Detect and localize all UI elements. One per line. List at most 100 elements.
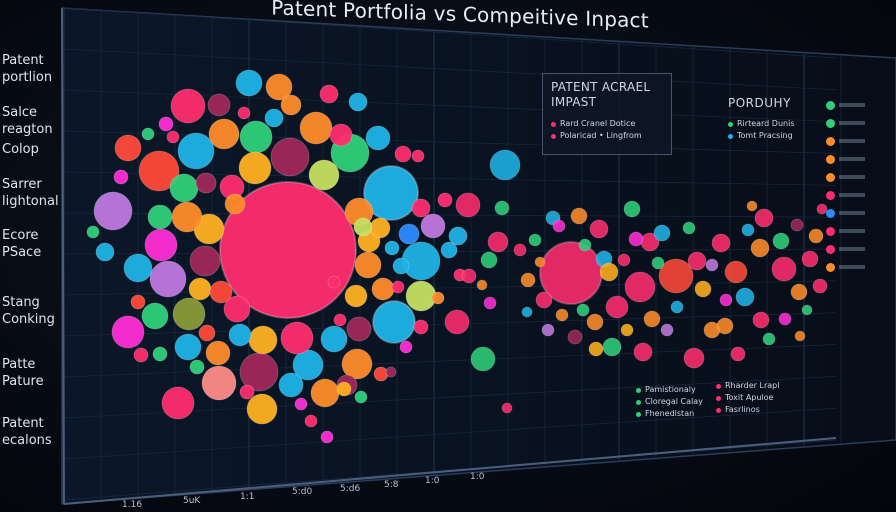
bubble-point [483, 296, 497, 310]
bottom-legend-b: Rharder Lrapl Toxit Apuloe Fasrlinos [716, 380, 779, 416]
bubble-point [399, 340, 413, 354]
bubble-point [171, 201, 203, 233]
bubble-point [385, 366, 397, 378]
bubble-point [238, 151, 272, 185]
bubble-point [730, 346, 746, 362]
bottom-legend-item: Pamistionaly [636, 384, 703, 396]
impact-legend-item: Polaricad • Lingfrom [551, 130, 663, 142]
x-tick-label: 5:8 [384, 480, 399, 490]
bubble-point [620, 323, 634, 337]
bubble-point [520, 272, 536, 288]
bubble-point [93, 191, 133, 231]
bubble-point [535, 291, 553, 309]
legend-dot-icon [636, 411, 641, 417]
bubble-point [237, 106, 251, 120]
bottom-legend-item: Cloregal Calay [636, 396, 703, 408]
bubble-point [413, 319, 429, 335]
bubble-point [369, 217, 391, 239]
grid-line-horizontal [63, 407, 837, 460]
bubble-point [248, 325, 278, 355]
bubble-point [392, 257, 410, 275]
bubble-point [624, 271, 656, 303]
bubble-point [308, 159, 340, 191]
x-tick-label: 5uK [183, 496, 201, 506]
bubble-point [687, 251, 707, 271]
bubble-point [147, 204, 173, 230]
bubble-point [705, 258, 719, 272]
bubble-point [353, 217, 373, 237]
side-legend-item [826, 170, 876, 184]
bottom-legend-item: Rharder Lrapl [716, 380, 779, 392]
legend-dot-icon [716, 407, 721, 413]
portfolio-legend-item: Tomt Pracsing [728, 130, 795, 142]
bubble-point [354, 251, 382, 279]
bubble-point [239, 384, 255, 400]
bubble-point [172, 297, 206, 331]
bubble-point [149, 260, 187, 298]
bubble-point [754, 208, 774, 228]
y-label-8: Patent ecalons [2, 416, 52, 448]
grid-line-horizontal [63, 375, 837, 419]
bubble-point [278, 372, 304, 398]
bubble-point [329, 123, 353, 147]
bottom-legend-a: Pamistionaly Cloregal Calay Fhenedlstan [636, 384, 703, 420]
portfolio-legend: Rirteard Dunis Tomt Pracsing [728, 118, 795, 142]
bubble-point [411, 149, 425, 163]
y-label-6: Stang Conking [2, 295, 55, 327]
bubble-point [270, 137, 310, 177]
bubble-point [114, 134, 142, 162]
legend-text-placeholder [839, 247, 865, 251]
bubble-point [373, 366, 389, 382]
bubble-point [223, 295, 251, 323]
impact-legend-title-2: IMPAST [551, 95, 597, 109]
bubble-point [365, 125, 391, 151]
bubble-point [711, 233, 731, 253]
bubble-point [333, 313, 347, 327]
side-legend-item [826, 116, 876, 130]
y-axis-labels: Patent portlion Salce reagton Colop Sarrer… [0, 0, 60, 512]
legend-text-placeholder [839, 211, 865, 215]
bubble-point [567, 329, 583, 345]
legend-dot-icon [826, 172, 835, 182]
bubble-point [394, 145, 412, 163]
x-tick-label: 1:1 [240, 492, 255, 502]
bubble-point [470, 346, 496, 372]
legend-text-placeholder [839, 121, 865, 125]
x-tick-label: 1.16 [122, 500, 143, 510]
grid-line-horizontal [63, 7, 837, 59]
grid-line-horizontal [63, 48, 837, 91]
side-legend-item [826, 206, 876, 220]
bubble-point [586, 313, 604, 331]
bubble-point [336, 381, 352, 397]
bubble-point [86, 225, 100, 239]
bubble-point [170, 88, 206, 124]
bubble-point [444, 309, 470, 335]
bubble-point [682, 221, 696, 235]
bubble-point [195, 172, 217, 194]
bubble-point [235, 69, 263, 97]
legend-dot-icon [728, 133, 733, 139]
bubble-point [205, 340, 231, 366]
bubble-point [555, 308, 569, 322]
bubble-point [280, 94, 302, 116]
side-legend-item [826, 98, 876, 112]
bottom-legend-item: Toxit Apuloe [716, 392, 779, 404]
x-tick-label: 5:d0 [292, 487, 313, 497]
bubble-point [653, 224, 671, 242]
bubble-point [528, 233, 542, 247]
legend-dot-icon [826, 226, 835, 236]
bubble-point [310, 378, 340, 408]
bubble-point [299, 111, 333, 145]
bubble-point [144, 228, 178, 262]
side-legend-item [826, 260, 876, 274]
bubble-point [735, 287, 755, 307]
legend-dot-icon [551, 133, 556, 139]
bubble-point [762, 332, 776, 346]
y-label-3: Colop [2, 142, 39, 157]
portfolio-legend-title: PORDUHY [728, 96, 791, 110]
bubble-point [265, 73, 293, 101]
x-axis-line [63, 437, 837, 505]
grid-line-horizontal [63, 171, 837, 186]
y-label-7: Patte Pature [2, 357, 44, 389]
